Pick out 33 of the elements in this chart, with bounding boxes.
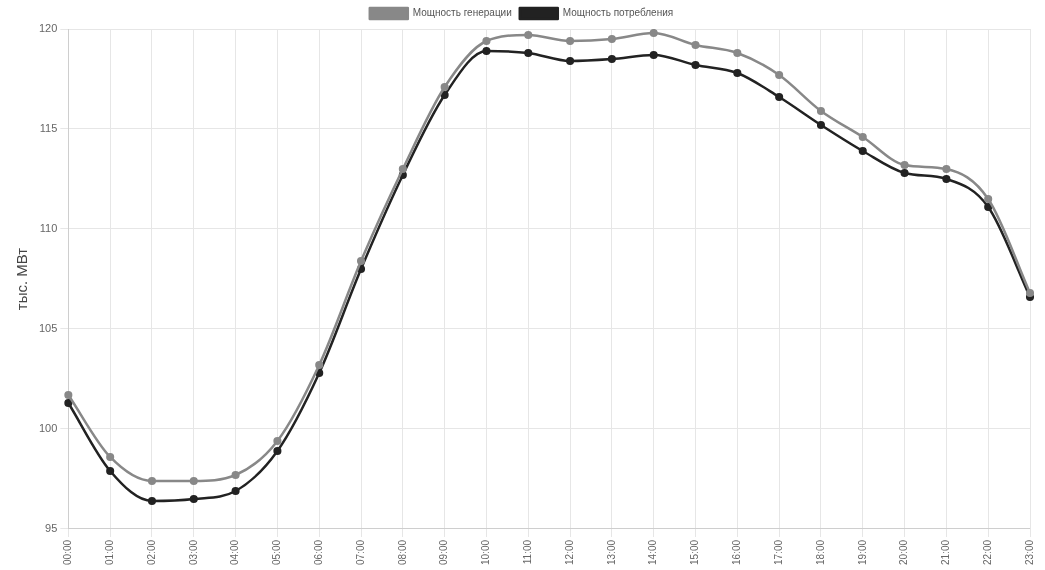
x-tick-label: 18:00 — [814, 539, 826, 566]
x-tick-label: 04:00 — [229, 539, 241, 566]
y-tick-label: 120 — [38, 22, 58, 35]
x-tick-label: 09:00 — [438, 539, 450, 566]
x-tick-label: 01:00 — [103, 539, 115, 566]
x-tick-label: 12:00 — [563, 539, 575, 566]
x-tick-label: 16:00 — [731, 539, 743, 566]
x-tick-label: 14:00 — [647, 539, 659, 566]
x-tick-label: 00:00 — [62, 539, 74, 566]
x-tick-label: 17:00 — [772, 539, 784, 566]
legend-label: Мощность потребления — [562, 7, 674, 19]
x-tick-label: 19:00 — [856, 539, 868, 566]
x-tick-label: 07:00 — [354, 539, 366, 566]
x-tick-label: 10:00 — [480, 539, 492, 566]
x-tick-label: 03:00 — [187, 539, 199, 566]
y-tick-label: 100 — [38, 422, 58, 435]
x-tick-label: 15:00 — [689, 539, 701, 566]
x-tick-label: 11:00 — [522, 539, 534, 565]
x-tick-label: 23:00 — [1023, 539, 1035, 566]
x-tick-label: 20:00 — [898, 539, 910, 566]
x-tick-label: 02:00 — [145, 539, 157, 566]
y-tick-label: 110 — [39, 222, 58, 235]
x-tick-label: 05:00 — [271, 539, 283, 566]
y-tick-label: 105 — [38, 322, 58, 335]
y-tick-label: 95 — [45, 522, 58, 535]
legend-label: Мощность генерации — [412, 7, 512, 19]
y-axis-title: тыс. МВт — [13, 247, 31, 311]
x-tick-label: 21:00 — [940, 539, 952, 566]
x-tick-label: 06:00 — [312, 539, 324, 566]
x-tick-label: 22:00 — [981, 539, 993, 566]
x-tick-label: 08:00 — [396, 539, 408, 566]
y-tick-label: 115 — [39, 122, 58, 135]
x-tick-label: 13:00 — [605, 539, 617, 566]
